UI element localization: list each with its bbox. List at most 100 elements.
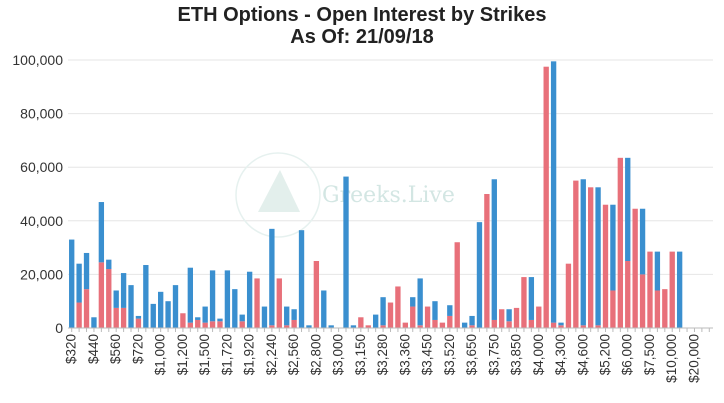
bar-segment-red [424,306,431,328]
bar-segment-blue [113,290,119,308]
bar-segment-red [610,290,616,328]
x-tick-label: $2,800 [308,334,323,375]
bar-segment-red [120,307,127,328]
bar-segment-red [209,321,216,328]
bar-segment-red [98,262,105,328]
gridlines [68,59,713,275]
bar-segment-blue [69,239,75,328]
bar-segment-blue [232,289,238,328]
x-tick-label: $3,150 [353,334,368,375]
bar-segment-red [491,319,497,328]
bar-segment-red [528,319,535,328]
bar-segment-red [291,319,297,328]
bar-segment-blue [269,228,275,326]
bar-segment-blue [120,273,127,308]
bar-segment-blue [217,318,223,322]
bar-segment-red [617,157,623,328]
bar-segment-blue [417,278,423,326]
x-tick-label: $4,000 [531,334,546,375]
bar-segment-red [632,208,638,328]
bar-segment-red [484,194,490,328]
bar-segment-blue [298,230,305,328]
bar-segment-blue [654,251,661,291]
bars [69,61,683,328]
x-tick-label: $2,240 [264,334,279,375]
bar-segment-red [654,290,661,328]
x-tick-label: $4,600 [575,334,590,375]
bar-segment-blue [558,322,564,326]
bar-segment-red [358,317,364,328]
bar-segment-blue [506,309,512,322]
bar-segment-red [217,321,223,328]
x-tick-label: $10,000 [664,334,679,383]
bar-segment-red [558,325,564,328]
x-tick-label: $3,450 [420,334,435,375]
x-tick-label: $3,850 [509,334,524,375]
x-tick-label: $1,920 [242,334,257,375]
watermark-text: Greeks.Live [322,183,455,208]
x-tick-label: $2,560 [286,334,301,375]
bar-segment-blue [491,179,497,320]
bar-segment-red [536,306,542,328]
bar-segment-red [113,307,119,328]
bar-segment-blue [350,325,357,328]
watermark-logo-icon [258,170,300,212]
bar-segment-blue [172,285,179,328]
bar-segment-red [83,289,90,328]
bar-segment-blue [380,297,386,326]
x-tick-label: $3,520 [442,334,457,375]
x-tick-label: $3,650 [464,334,479,375]
y-tick-label: 20,000 [20,266,63,282]
bar-segment-red [410,306,416,328]
bar-segment-red [313,261,320,328]
bar-segment-blue [284,306,290,326]
y-tick-label: 60,000 [20,159,63,175]
bar-segment-blue [83,252,90,290]
y-axis: 0 20,000 40,000 60,000 80,000 100,000 [12,52,63,336]
y-tick-label: 0 [55,320,63,336]
x-tick-label: $4,300 [553,334,568,375]
bar-segment-red [662,289,668,328]
bar-segment-blue [625,157,631,261]
bar-segment-blue [150,303,156,328]
bar-segment-blue [321,290,327,328]
bar-segment-blue [106,259,112,270]
x-tick-label: $6,000 [620,334,635,375]
x-tick-label: $1,500 [197,334,212,375]
bar-segment-blue [595,187,601,326]
bar-segment-red [647,251,653,328]
bar-segment-red [565,263,572,328]
bar-segment-blue [195,317,201,320]
bar-segment-red [180,313,186,328]
bar-segment-red [669,251,675,328]
bar-segment-blue [469,315,475,326]
bar-segment-red [602,204,609,328]
bar-segment-red [469,325,475,328]
bar-segment-blue [239,314,245,322]
y-tick-label: 40,000 [20,213,63,229]
bar-segment-blue [158,291,164,328]
bar-segment-blue [676,251,683,328]
bar-segment-blue [128,285,134,328]
bar-segment-blue [224,270,231,328]
bar-segment-blue [306,325,312,328]
x-tick-label: $320 [64,334,79,364]
bar-segment-red [380,325,386,328]
bar-segment-red [395,286,401,328]
chart-subtitle: As Of: 21/09/18 [290,26,434,48]
y-tick-label: 80,000 [20,106,63,122]
bar-segment-red [187,322,193,328]
bar-segment-blue [143,265,149,328]
bar-segment-red [506,321,512,328]
x-tick-label: $20,000 [686,334,701,383]
bar-segment-red [454,242,460,328]
bar-segment-red [447,315,453,328]
x-tick-label: $3,280 [375,334,390,375]
bar-segment-red [135,318,142,328]
bar-segment-blue [91,317,97,328]
bar-segment-blue [165,301,171,328]
x-tick-label: $5,200 [598,334,613,375]
bar-segment-red [239,321,245,328]
bar-segment-red [513,307,520,328]
